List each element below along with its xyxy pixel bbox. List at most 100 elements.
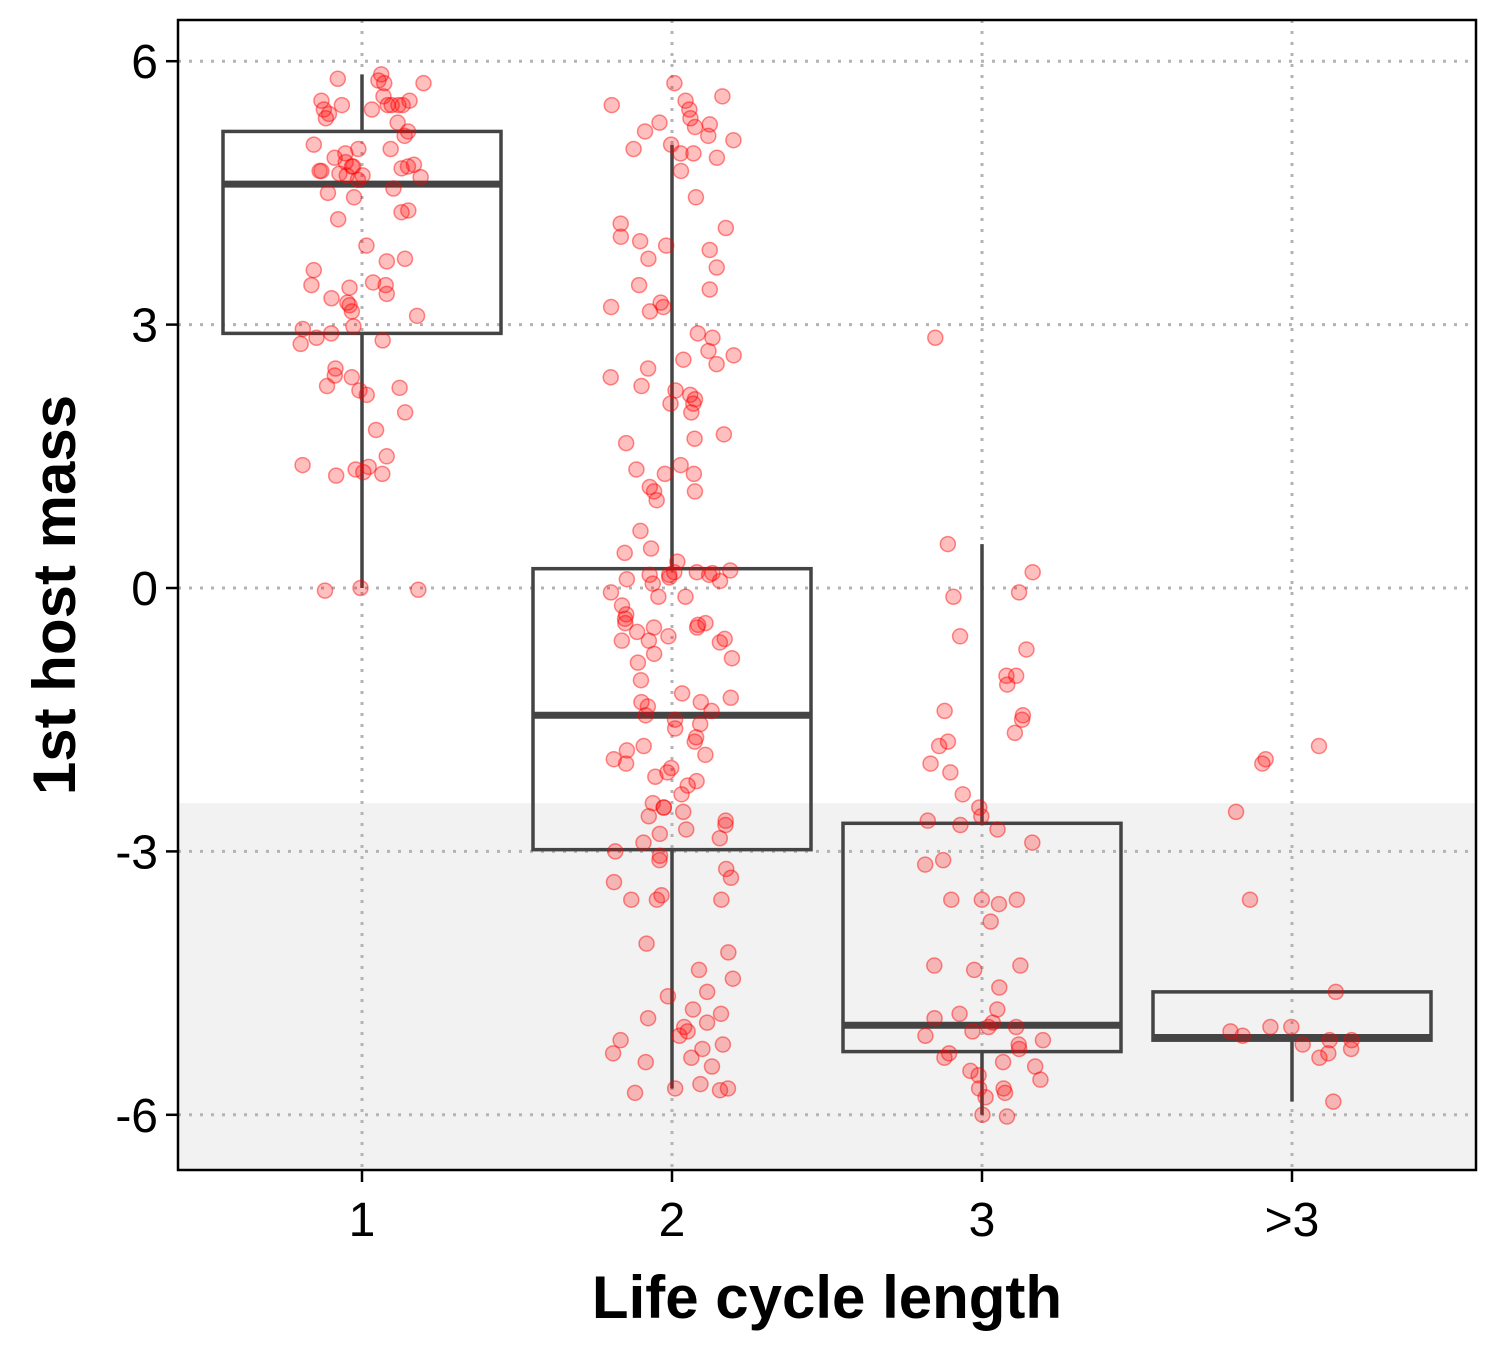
data-point	[645, 483, 663, 500]
data-point	[632, 522, 649, 540]
data-point	[343, 158, 361, 175]
data-point	[927, 329, 944, 347]
data-point	[998, 667, 1015, 685]
data-point	[400, 202, 417, 219]
data-point	[655, 298, 672, 316]
data-point	[372, 66, 390, 83]
data-point	[721, 562, 739, 579]
data-point	[412, 168, 429, 186]
data-point	[711, 829, 729, 847]
data-point	[329, 70, 347, 88]
data-point	[358, 237, 375, 254]
data-point	[374, 465, 391, 483]
data-point	[385, 180, 402, 197]
data-point	[326, 367, 344, 384]
data-point	[686, 118, 704, 136]
data-point	[701, 116, 719, 133]
data-point	[612, 215, 629, 232]
data-point	[612, 1031, 629, 1049]
data-point	[617, 606, 635, 623]
data-point	[313, 92, 330, 109]
data-point	[617, 434, 635, 452]
data-point	[377, 276, 394, 294]
x-tick-label: 2	[659, 1194, 686, 1247]
data-point	[692, 1075, 709, 1093]
data-point	[405, 156, 423, 174]
panel-border	[176, 18, 1478, 1172]
data-point	[393, 160, 410, 177]
data-point	[354, 167, 371, 184]
data-point	[1012, 957, 1029, 974]
data-point	[349, 171, 367, 188]
data-point	[998, 1108, 1016, 1125]
data-point	[701, 281, 719, 298]
data-point	[1342, 1040, 1360, 1058]
data-point	[305, 136, 323, 153]
data-point	[389, 114, 406, 131]
data-point	[313, 162, 330, 180]
data-point	[989, 1001, 1006, 1018]
shaded-band-layer	[178, 803, 1476, 1170]
data-point	[344, 158, 362, 175]
data-point	[415, 74, 432, 92]
data-point	[648, 891, 666, 908]
data-point	[317, 110, 335, 127]
data-point	[657, 237, 675, 254]
data-point	[616, 544, 633, 562]
data-point	[939, 733, 957, 750]
data-point	[667, 382, 684, 399]
shaded-band	[178, 803, 1476, 1170]
data-point	[316, 582, 334, 599]
data-point	[970, 1067, 987, 1084]
data-point	[660, 566, 678, 584]
data-point	[936, 1049, 953, 1066]
data-point	[393, 203, 410, 221]
data-point	[980, 1018, 997, 1036]
y-tick-label: -6	[115, 1090, 158, 1143]
data-point	[350, 140, 367, 158]
data-point	[701, 241, 718, 259]
data-point	[666, 1080, 684, 1097]
data-point	[637, 707, 654, 724]
data-point	[1257, 750, 1274, 768]
data-point	[376, 74, 393, 92]
data-point	[688, 563, 706, 581]
box-iqr	[841, 821, 1123, 1054]
x-tick-label: >3	[1265, 1194, 1320, 1247]
data-point	[603, 96, 621, 114]
data-point	[640, 250, 657, 267]
data-point	[294, 320, 312, 338]
x-tick-label: 3	[969, 1194, 996, 1247]
data-point	[632, 671, 650, 689]
data-point	[1024, 563, 1041, 581]
data-point	[640, 808, 658, 825]
data-point	[1321, 1031, 1338, 1049]
point-layer	[292, 66, 1360, 1125]
data-point	[682, 110, 699, 127]
data-point	[323, 290, 340, 307]
data-point	[679, 1023, 696, 1040]
data-point	[329, 210, 347, 228]
data-point	[698, 983, 716, 1001]
data-point	[677, 92, 694, 109]
data-point	[697, 614, 714, 632]
data-point	[714, 1036, 732, 1053]
data-point	[292, 335, 309, 353]
data-point	[311, 162, 328, 180]
data-point	[633, 693, 650, 711]
data-point	[674, 803, 692, 821]
data-point	[645, 645, 663, 663]
data-point	[672, 162, 690, 180]
data-point	[1018, 641, 1035, 658]
data-point	[331, 165, 348, 182]
y-axis-title: 1st host mass	[21, 395, 88, 795]
data-point	[720, 944, 737, 961]
data-point	[347, 461, 364, 478]
data-point	[917, 1027, 934, 1045]
data-point	[688, 772, 705, 790]
data-point	[686, 430, 703, 447]
data-point	[984, 1014, 1002, 1031]
data-point	[1008, 891, 1026, 908]
data-point	[711, 1081, 729, 1099]
